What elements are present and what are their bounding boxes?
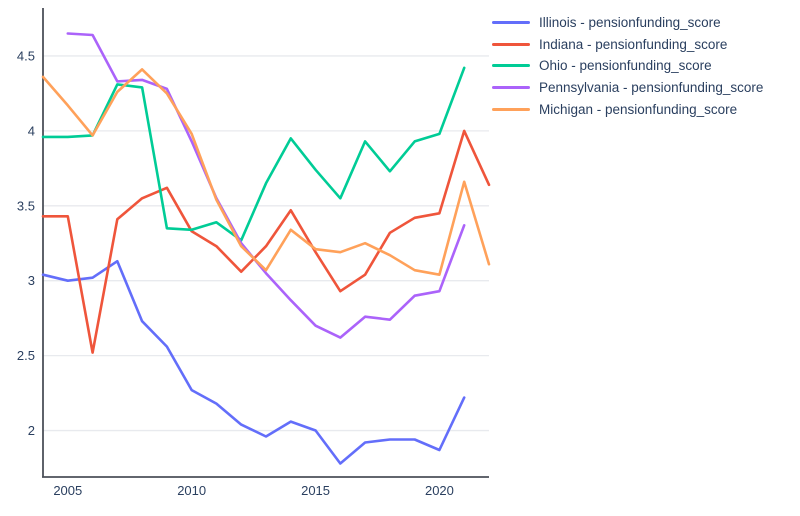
legend: Illinois - pensionfunding_score Indiana … [492, 12, 763, 120]
legend-line-swatch-indiana [492, 42, 530, 46]
legend-label-michigan: Michigan - pensionfunding_score [539, 101, 738, 117]
legend-item-ohio[interactable]: Ohio - pensionfunding_score [492, 55, 763, 77]
legend-line-swatch-pennsylvania [492, 86, 530, 90]
series-line-michigan [41, 68, 491, 277]
legend-label-indiana: Indiana - pensionfunding_score [539, 36, 728, 52]
series-line-pennsylvania [66, 32, 466, 339]
y-tick-label-2: 2 [28, 423, 35, 438]
legend-line-swatch-illinois [492, 21, 530, 25]
legend-label-pennsylvania: Pennsylvania - pensionfunding_score [539, 80, 764, 96]
x-tick-label-2005: 2005 [53, 483, 82, 498]
series-line-illinois [41, 259, 466, 465]
legend-item-pennsylvania[interactable]: Pennsylvania - pensionfunding_score [492, 77, 763, 99]
legend-item-indiana[interactable]: Indiana - pensionfunding_score [492, 34, 763, 56]
legend-line-swatch-michigan [492, 107, 530, 111]
legend-line-swatch-ohio [492, 64, 530, 68]
x-tick-label-2010: 2010 [177, 483, 206, 498]
series-line-indiana [41, 129, 491, 354]
legend-item-illinois[interactable]: Illinois - pensionfunding_score [492, 12, 763, 34]
y-tick-label-3: 3 [28, 273, 35, 288]
y-tick-label-2.5: 2.5 [17, 348, 35, 363]
x-tick-label-2020: 2020 [425, 483, 454, 498]
y-tick-label-4.5: 4.5 [17, 48, 35, 63]
x-tick-label-2015: 2015 [301, 483, 330, 498]
y-tick-label-4: 4 [28, 123, 35, 138]
legend-item-michigan[interactable]: Michigan - pensionfunding_score [492, 98, 763, 120]
y-tick-label-3.5: 3.5 [17, 198, 35, 213]
series-line-ohio [41, 66, 466, 242]
legend-label-ohio: Ohio - pensionfunding_score [539, 58, 712, 74]
legend-label-illinois: Illinois - pensionfunding_score [539, 15, 721, 31]
